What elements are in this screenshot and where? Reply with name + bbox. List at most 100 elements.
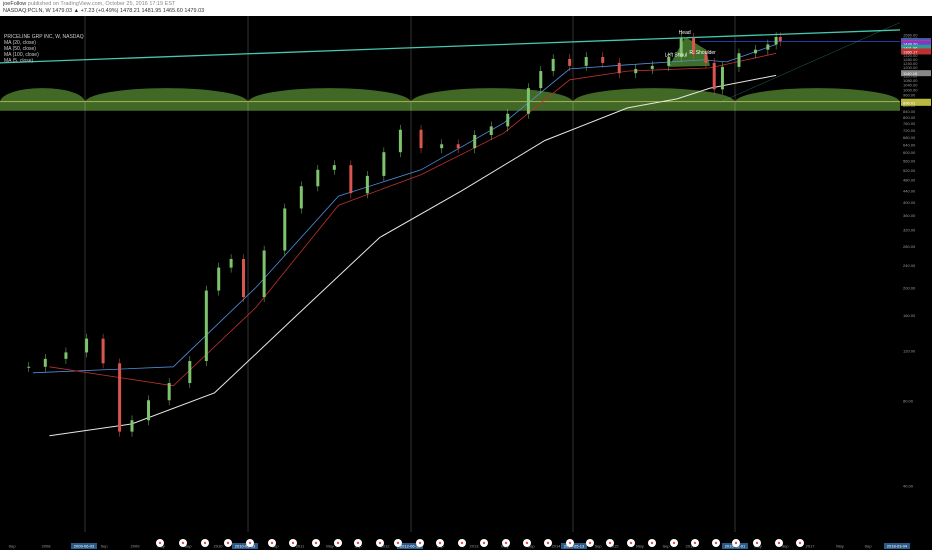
candle[interactable]	[167, 383, 171, 401]
candle[interactable]	[204, 290, 208, 362]
candle[interactable]	[526, 88, 530, 114]
candle[interactable]	[704, 54, 708, 63]
candle[interactable]	[332, 165, 336, 170]
candle[interactable]	[217, 267, 221, 291]
candle[interactable]	[229, 259, 233, 268]
event-marker-dot	[672, 541, 676, 545]
candle[interactable]	[489, 126, 493, 136]
price-tick-label: 1560.00	[903, 33, 918, 38]
candle[interactable]	[766, 44, 770, 50]
price-tick-label: 440.00	[903, 188, 916, 193]
quote-high: 1481.95	[141, 8, 162, 14]
cycle-arc	[248, 88, 411, 103]
candle[interactable]	[568, 58, 572, 66]
candle[interactable]	[679, 37, 683, 58]
event-marker-dot	[396, 541, 400, 545]
event-marker-dot	[270, 541, 274, 545]
candle[interactable]	[64, 352, 68, 359]
candle[interactable]	[506, 113, 510, 127]
time-axis[interactable]	[0, 532, 932, 550]
ohlc-change: 1479.03 ▲ +7.23 (+0.49%)	[52, 8, 119, 14]
legend-title: PRICELINE GRP INC, W, NASDAQ	[4, 34, 84, 40]
time-tick-label: May	[326, 544, 334, 549]
author-name[interactable]: joeFollow	[3, 1, 27, 7]
price-tick-label: 1320.00	[903, 53, 918, 58]
quote-low: 1465.60	[162, 8, 183, 14]
candle[interactable]	[283, 208, 287, 251]
cycle-arc	[85, 88, 248, 103]
price-label: 1140.15	[903, 71, 918, 76]
candle[interactable]	[551, 58, 555, 72]
candle[interactable]	[720, 66, 724, 90]
candle[interactable]	[365, 175, 369, 194]
time-tick-label: 2011	[296, 544, 305, 549]
candle[interactable]	[692, 37, 696, 55]
candle[interactable]	[349, 165, 353, 194]
candle[interactable]	[712, 62, 716, 90]
candle[interactable]	[188, 361, 192, 384]
time-tick-label: Sep	[594, 544, 602, 549]
candle[interactable]	[299, 186, 303, 209]
candle[interactable]	[118, 363, 122, 432]
candle[interactable]	[650, 65, 654, 69]
publish-info: joeFollow published on TradingView.com, …	[3, 1, 175, 7]
candle[interactable]	[617, 62, 621, 74]
price-label-box	[901, 99, 931, 106]
candle[interactable]	[440, 144, 444, 149]
candle[interactable]	[601, 57, 605, 63]
price-tick-label: 1040.00	[903, 82, 918, 87]
candle[interactable]	[737, 53, 741, 67]
candle[interactable]	[753, 49, 757, 54]
time-tick-label: 2009	[131, 544, 141, 549]
candle[interactable]	[419, 129, 423, 149]
candle[interactable]	[85, 338, 89, 353]
time-tick-label: May	[836, 544, 844, 549]
event-marker-dot	[693, 541, 697, 545]
candle[interactable]	[584, 57, 588, 66]
candle[interactable]	[262, 250, 266, 298]
candle[interactable]	[130, 420, 134, 432]
annotation-left-shoulder: Left Shoul	[665, 53, 688, 59]
candle[interactable]	[398, 129, 402, 153]
candle[interactable]	[539, 71, 543, 89]
event-marker-dot	[460, 541, 464, 545]
price-tick-label: 80.00	[903, 398, 914, 403]
price-label: 1401.86	[903, 46, 918, 51]
cycle-arc	[573, 88, 735, 103]
time-tick-label: 2009-06-03	[74, 544, 95, 549]
event-marker-dot	[336, 541, 340, 545]
candle[interactable]	[241, 259, 245, 298]
candle[interactable]	[382, 152, 386, 176]
time-tick-label: Sep	[781, 544, 789, 549]
price-tick-label: 120.00	[903, 348, 916, 353]
candle[interactable]	[456, 144, 460, 149]
legend-ma5[interactable]: MA (5, close)	[4, 58, 34, 64]
ma20-line[interactable]	[32, 44, 777, 374]
event-marker-dot	[588, 541, 592, 545]
candle[interactable]	[634, 68, 638, 74]
legend-ma100[interactable]: MA (100, close)	[4, 52, 39, 58]
event-marker-dot	[734, 541, 738, 545]
candle[interactable]	[473, 135, 477, 149]
candle[interactable]	[667, 57, 671, 66]
candle[interactable]	[43, 358, 47, 367]
channel-line[interactable]	[719, 22, 901, 103]
event-marker-dot	[291, 541, 295, 545]
candle[interactable]	[774, 36, 778, 45]
quote-close: 1479.03	[184, 8, 205, 14]
quote-open: 1478.21	[120, 8, 140, 14]
legend-ma20[interactable]: MA (20, close)	[4, 40, 36, 46]
candle[interactable]	[27, 366, 31, 368]
ma100-line[interactable]	[49, 74, 777, 437]
candle[interactable]	[147, 400, 151, 421]
head-shoulders-pattern[interactable]	[668, 36, 711, 67]
candle[interactable]	[101, 338, 105, 364]
candle[interactable]	[778, 36, 782, 42]
candle[interactable]	[316, 169, 320, 187]
long-term-trendline[interactable]	[0, 29, 901, 64]
chart-header: joeFollow published on TradingView.com, …	[0, 0, 932, 16]
time-tick-label: Sep	[864, 544, 872, 549]
legend-ma50[interactable]: MA (50, close)	[4, 46, 36, 52]
